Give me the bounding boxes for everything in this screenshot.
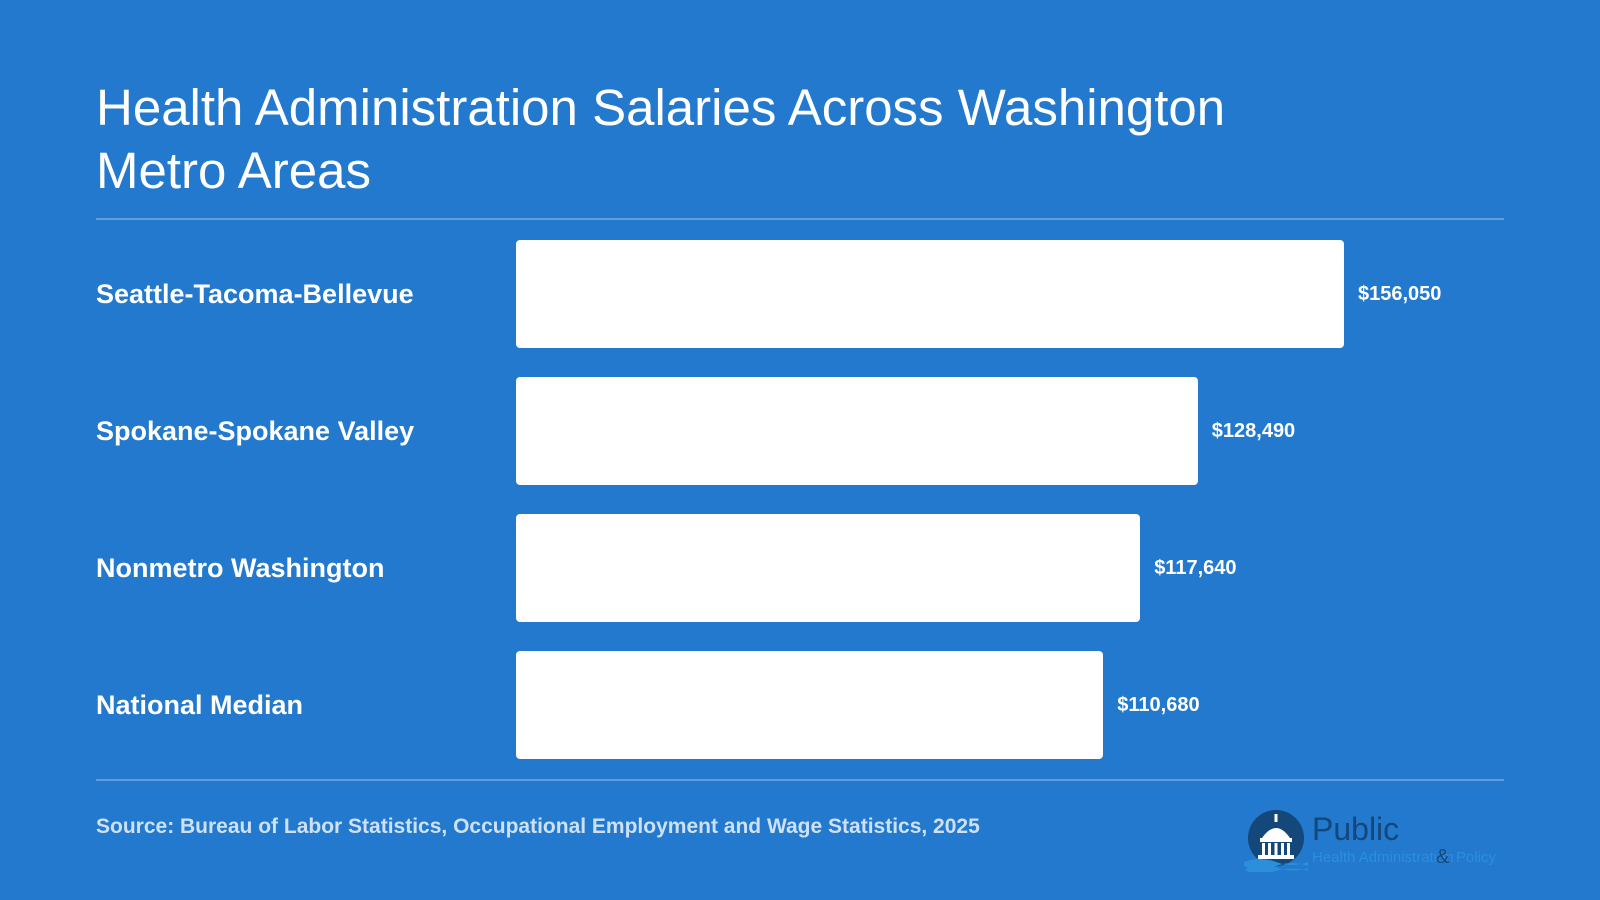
logo-wordmark: Public: [1312, 811, 1400, 847]
salary-bar: [516, 377, 1198, 485]
category-label: Nonmetro Washington: [96, 553, 385, 583]
chart-title: Health Administration Salaries Across Wa…: [96, 79, 1226, 199]
category-label: Spokane-Spokane Valley: [96, 416, 415, 446]
category-label: National Median: [96, 690, 304, 720]
logo-ampersand: &: [1436, 846, 1450, 868]
salary-bar: [516, 240, 1344, 348]
category-label: Seattle-Tacoma-Bellevue: [96, 279, 414, 309]
value-label: $110,680: [1117, 694, 1200, 716]
logo-subtitle: Health Administration: [1312, 849, 1454, 866]
top-divider: [96, 218, 1504, 220]
value-label: $128,490: [1211, 420, 1296, 442]
capitol-dome-icon: [1244, 810, 1308, 872]
value-label: $156,050: [1358, 283, 1442, 305]
salary-bar: [516, 651, 1104, 759]
source-note: Source: Bureau of Labor Statistics, Occu…: [96, 815, 980, 838]
salary-bar: [516, 514, 1141, 622]
bottom-divider: [96, 779, 1504, 781]
value-label: $117,640: [1154, 557, 1237, 579]
logo-subtitle-2: Policy: [1456, 849, 1497, 866]
public-health-logo: Public Health Administration & Policy: [1244, 808, 1504, 872]
